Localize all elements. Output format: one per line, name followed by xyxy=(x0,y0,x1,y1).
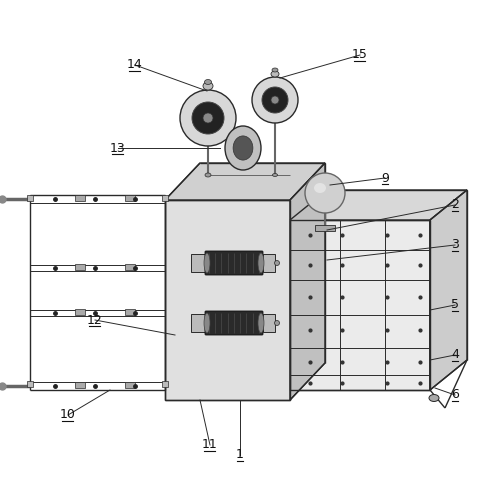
FancyBboxPatch shape xyxy=(27,195,33,201)
Text: 4: 4 xyxy=(451,348,459,361)
Ellipse shape xyxy=(272,68,278,72)
Ellipse shape xyxy=(314,183,326,193)
FancyBboxPatch shape xyxy=(125,195,135,201)
Ellipse shape xyxy=(225,126,261,170)
FancyBboxPatch shape xyxy=(205,311,263,335)
Text: 14: 14 xyxy=(127,58,143,71)
Polygon shape xyxy=(165,200,290,400)
Ellipse shape xyxy=(271,96,279,104)
Text: 9: 9 xyxy=(381,171,389,185)
Text: 1: 1 xyxy=(236,448,244,461)
Ellipse shape xyxy=(204,253,210,273)
FancyBboxPatch shape xyxy=(315,225,335,231)
Text: 15: 15 xyxy=(352,49,368,61)
Ellipse shape xyxy=(272,174,278,177)
Text: 6: 6 xyxy=(451,389,459,401)
Text: 5: 5 xyxy=(451,298,459,311)
Ellipse shape xyxy=(203,113,213,123)
FancyBboxPatch shape xyxy=(205,251,263,275)
FancyBboxPatch shape xyxy=(75,195,85,201)
FancyBboxPatch shape xyxy=(75,309,85,315)
FancyBboxPatch shape xyxy=(125,382,135,388)
FancyBboxPatch shape xyxy=(125,309,135,315)
Ellipse shape xyxy=(205,173,211,177)
Ellipse shape xyxy=(305,173,345,213)
Polygon shape xyxy=(290,220,430,390)
Polygon shape xyxy=(430,190,467,390)
Polygon shape xyxy=(165,163,325,200)
Polygon shape xyxy=(290,190,467,220)
Text: 2: 2 xyxy=(451,198,459,211)
Ellipse shape xyxy=(252,77,298,123)
Text: 12: 12 xyxy=(87,313,103,327)
Text: 13: 13 xyxy=(110,142,126,154)
Ellipse shape xyxy=(204,313,210,333)
Ellipse shape xyxy=(274,320,280,326)
Ellipse shape xyxy=(233,136,253,160)
FancyBboxPatch shape xyxy=(263,254,275,272)
Polygon shape xyxy=(290,163,325,400)
FancyBboxPatch shape xyxy=(162,195,168,201)
Ellipse shape xyxy=(192,102,224,134)
Ellipse shape xyxy=(258,253,264,273)
FancyBboxPatch shape xyxy=(125,264,135,270)
Text: 11: 11 xyxy=(202,439,218,451)
FancyBboxPatch shape xyxy=(162,381,168,387)
Ellipse shape xyxy=(262,87,288,113)
FancyBboxPatch shape xyxy=(75,382,85,388)
Text: 10: 10 xyxy=(60,408,76,422)
FancyBboxPatch shape xyxy=(191,254,205,272)
FancyBboxPatch shape xyxy=(75,264,85,270)
Ellipse shape xyxy=(180,90,236,146)
FancyBboxPatch shape xyxy=(263,314,275,332)
Ellipse shape xyxy=(429,395,439,401)
Text: 3: 3 xyxy=(451,239,459,251)
Ellipse shape xyxy=(205,80,211,85)
Ellipse shape xyxy=(271,71,279,77)
FancyBboxPatch shape xyxy=(191,314,205,332)
FancyBboxPatch shape xyxy=(27,381,33,387)
Ellipse shape xyxy=(258,313,264,333)
Ellipse shape xyxy=(203,82,213,90)
Ellipse shape xyxy=(274,260,280,265)
